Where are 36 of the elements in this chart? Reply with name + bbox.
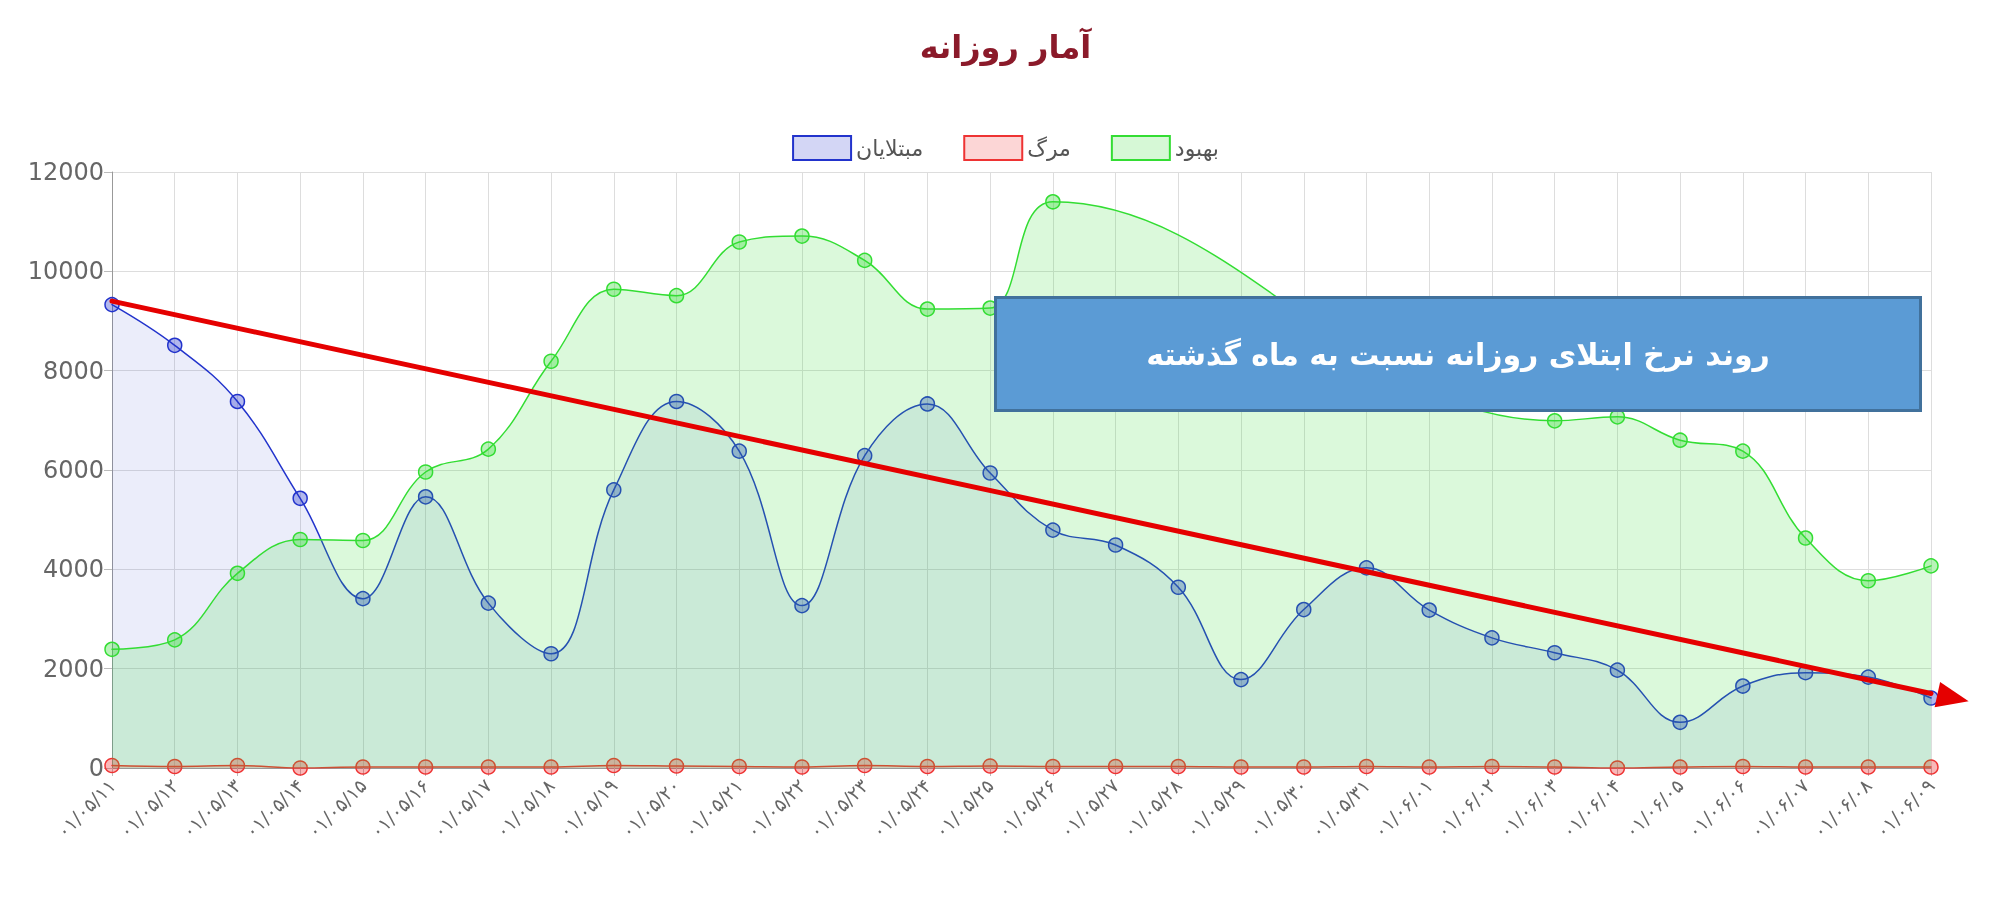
point [166, 337, 183, 354]
point [1735, 443, 1751, 459]
point [856, 252, 873, 269]
point [1797, 530, 1814, 546]
legend-label: مرگ [1027, 135, 1071, 161]
callout-box: روند نرخ ابتلای روزانه نسبت به ماه گذشته [994, 296, 1922, 412]
y-tick-label: 12000 [27, 158, 104, 186]
legend-label: بهبود [1174, 135, 1219, 161]
point [668, 287, 685, 304]
point [919, 301, 936, 317]
point [417, 464, 434, 480]
legend-label: مبتلایان [856, 135, 924, 161]
point [543, 353, 559, 369]
point [166, 632, 183, 648]
y-tick-label: 8000 [42, 356, 104, 385]
point [1672, 432, 1688, 448]
point [1923, 558, 1939, 574]
point [731, 234, 747, 250]
y-tick-label: 2000 [42, 654, 104, 683]
point [1546, 413, 1563, 429]
point [229, 393, 246, 410]
y-tick-label: 4000 [42, 555, 104, 584]
point [104, 641, 120, 658]
point [480, 441, 497, 457]
point [292, 490, 308, 507]
point [794, 228, 810, 244]
point [1045, 194, 1061, 210]
point [355, 532, 371, 549]
chart-title: آمار روزانه [919, 27, 1093, 66]
point [229, 565, 246, 582]
y-tick-label: 6000 [42, 456, 104, 484]
y-tick-label: 10000 [27, 257, 104, 286]
point [1860, 573, 1877, 589]
point [292, 531, 308, 548]
y-tick-label: 0 [88, 754, 104, 782]
point [606, 281, 622, 297]
